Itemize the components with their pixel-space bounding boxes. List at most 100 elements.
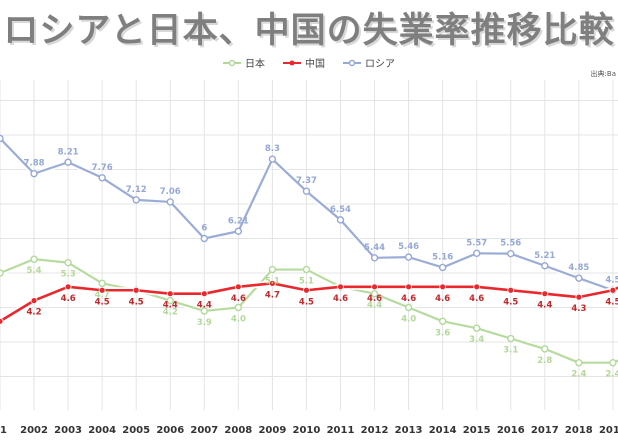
data-label-russia: 8.3 bbox=[265, 144, 280, 154]
data-point-japan bbox=[575, 359, 583, 367]
data-label-japan: 3.4 bbox=[469, 335, 484, 345]
data-point-china bbox=[337, 283, 344, 291]
data-point-russia bbox=[302, 187, 311, 195]
data-label-japan: 4.4 bbox=[367, 301, 382, 311]
data-label-japan: 3.9 bbox=[197, 318, 212, 328]
x-tick-label: 2015 bbox=[463, 425, 491, 436]
data-label-china: 4.5 bbox=[299, 297, 314, 307]
data-label-china: 4.6 bbox=[469, 294, 484, 304]
x-tick-label: 2006 bbox=[156, 425, 184, 436]
data-point-china bbox=[575, 293, 583, 301]
data-point-russia bbox=[30, 169, 38, 178]
data-point-japan bbox=[507, 334, 515, 343]
data-label-russia: 6.54 bbox=[330, 205, 351, 215]
legend-label-japan: 日本 bbox=[245, 59, 265, 70]
data-point-russia bbox=[0, 134, 4, 143]
x-tick-label: 2012 bbox=[361, 425, 389, 436]
data-label-japan: 4.7 bbox=[95, 290, 110, 300]
data-point-japan bbox=[234, 303, 243, 312]
data-label-russia: 7.37 bbox=[296, 176, 317, 186]
data-point-japan bbox=[64, 258, 72, 267]
data-point-russia bbox=[166, 198, 174, 206]
data-point-japan bbox=[473, 324, 481, 332]
data-label-japan: 2.4 bbox=[605, 370, 618, 380]
data-label-china: 4.3 bbox=[571, 304, 586, 314]
data-label-china: 4.6 bbox=[231, 294, 246, 304]
data-point-russia bbox=[507, 249, 515, 258]
legend-item-japan: 日本 bbox=[223, 55, 265, 70]
data-label-china: 4.6 bbox=[401, 294, 416, 304]
data-point-russia bbox=[438, 263, 447, 272]
x-tick-label: 2013 bbox=[395, 425, 423, 436]
data-label-japan: 4.2 bbox=[163, 308, 178, 318]
data-point-japan bbox=[302, 265, 311, 274]
x-tick-label: 2008 bbox=[224, 425, 252, 436]
data-point-russia bbox=[132, 196, 140, 204]
data-point-russia bbox=[336, 216, 345, 224]
data-point-russia bbox=[268, 155, 277, 163]
data-point-china bbox=[64, 283, 72, 291]
data-point-japan bbox=[404, 303, 413, 312]
data-label-russia: 5.56 bbox=[500, 239, 521, 249]
data-label-japan: 5.1 bbox=[299, 277, 314, 287]
data-label-russia: 4.85 bbox=[568, 263, 589, 273]
data-point-japan bbox=[268, 265, 277, 274]
data-point-china bbox=[98, 286, 106, 294]
data-label-japan: 4.5 bbox=[129, 297, 144, 307]
data-label-japan: 5.4 bbox=[27, 266, 42, 276]
chart-title: ロシアと日本、中国の失業率推移比較 bbox=[3, 11, 615, 51]
data-point-china bbox=[405, 283, 413, 291]
data-point-russia bbox=[370, 254, 379, 262]
data-label-china: 4.6 bbox=[435, 294, 450, 304]
data-label-japan: 4.0 bbox=[231, 315, 246, 325]
data-label-japan: 3.6 bbox=[435, 328, 450, 338]
data-point-china bbox=[268, 279, 276, 287]
data-label-russia: 5.57 bbox=[466, 238, 487, 248]
data-label-china: 4.7 bbox=[265, 290, 280, 300]
data-point-china bbox=[200, 290, 208, 298]
series-line-halo-japan bbox=[0, 256, 618, 366]
legend-label-china: 中国 bbox=[305, 59, 325, 70]
data-label-russia: 4.5 bbox=[605, 275, 618, 285]
x-tick-label: 2019 bbox=[599, 425, 618, 436]
data-point-japan bbox=[438, 317, 447, 325]
x-tick-label: 2010 bbox=[293, 425, 321, 436]
data-point-china bbox=[132, 286, 140, 294]
data-point-russia bbox=[541, 262, 549, 270]
series-line-japan bbox=[0, 258, 618, 364]
data-point-russia bbox=[64, 158, 72, 166]
data-label-china: 4.4 bbox=[163, 301, 178, 311]
data-point-china bbox=[609, 286, 617, 294]
data-point-russia bbox=[234, 227, 243, 235]
data-label-russia: 7.88 bbox=[24, 159, 45, 169]
data-point-china bbox=[473, 283, 481, 291]
legend: 日本 中国 ロシア bbox=[0, 55, 618, 70]
data-label-japan: 2.8 bbox=[537, 356, 552, 366]
data-label-japan: 4.0 bbox=[401, 315, 416, 325]
data-point-china bbox=[30, 297, 38, 305]
data-label-russia: 5.21 bbox=[534, 251, 555, 261]
data-point-china bbox=[439, 283, 447, 291]
data-label-china: 4.2 bbox=[27, 308, 42, 318]
data-point-russia bbox=[200, 234, 209, 243]
data-point-russia bbox=[404, 253, 413, 261]
data-point-china bbox=[0, 317, 4, 325]
data-point-china bbox=[541, 290, 549, 298]
data-point-japan bbox=[98, 279, 106, 288]
data-label-russia: 5.44 bbox=[364, 243, 385, 253]
x-tick-label: 2009 bbox=[258, 425, 286, 436]
x-tick-label: 2018 bbox=[565, 425, 593, 436]
data-point-china bbox=[234, 283, 242, 291]
legend-swatch-china bbox=[283, 60, 301, 65]
data-label-china: 4.6 bbox=[333, 294, 348, 304]
data-label-japan: 3.1 bbox=[503, 346, 518, 356]
x-tick-label: 2002 bbox=[20, 425, 48, 436]
data-point-japan bbox=[370, 290, 379, 298]
data-label-russia: 5.16 bbox=[432, 252, 453, 262]
data-label-china: 4.5 bbox=[605, 297, 618, 307]
data-point-russia bbox=[473, 249, 481, 258]
data-label-china: 4.6 bbox=[61, 294, 76, 304]
data-label-russia: 6.21 bbox=[228, 216, 249, 226]
data-point-china bbox=[303, 286, 310, 294]
data-point-japan bbox=[200, 307, 209, 315]
